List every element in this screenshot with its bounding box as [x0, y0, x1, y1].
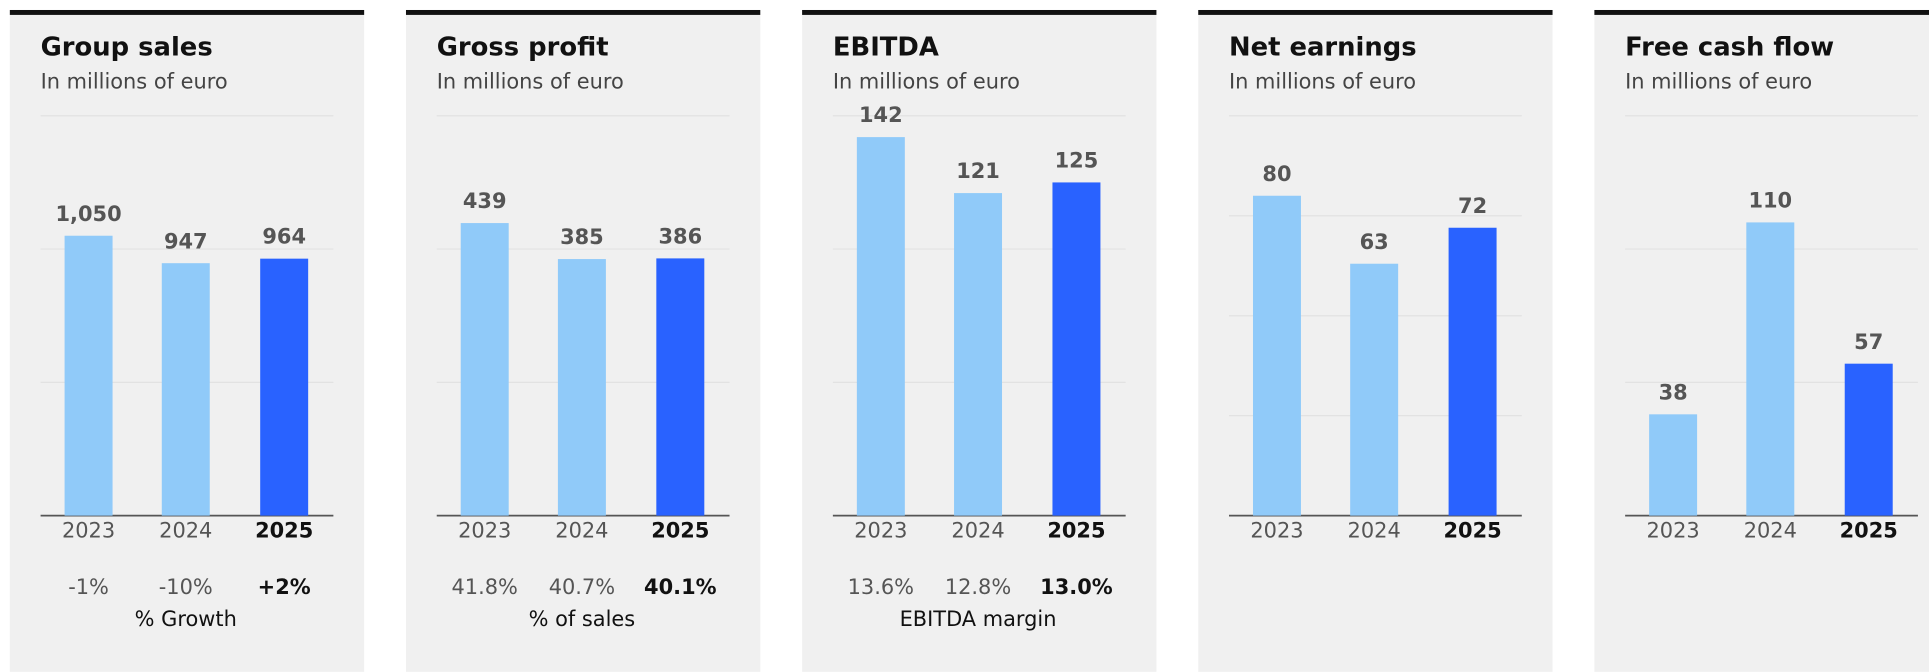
x-tick-label: 2024	[555, 519, 608, 543]
bar	[1844, 363, 1893, 516]
value-label: 1,050	[56, 202, 122, 226]
footer-value: 12.8%	[945, 575, 1011, 599]
x-tick-label: 2023	[458, 519, 511, 543]
x-tick-label: 2025	[1443, 519, 1501, 543]
value-label: 386	[658, 224, 702, 248]
value-label: 125	[1055, 149, 1099, 173]
chart-subtitle: In millions of euro	[1229, 70, 1416, 94]
bar	[1252, 195, 1301, 516]
chart-title: Net earnings	[1229, 33, 1417, 63]
x-tick-label: 2023	[1250, 519, 1303, 543]
bar	[1350, 263, 1399, 516]
footer-value: +2%	[258, 575, 311, 599]
panel-top-rule	[9, 9, 365, 15]
x-tick-label: 2025	[1047, 519, 1105, 543]
x-tick-label: 2023	[62, 519, 115, 543]
footer-value: 13.6%	[848, 575, 914, 599]
bar	[161, 263, 210, 516]
chart-title: EBITDA	[833, 33, 939, 63]
footer-value: -1%	[68, 575, 109, 599]
x-tick-label: 2025	[1840, 519, 1898, 543]
panel-top-rule	[1198, 9, 1553, 15]
x-tick-label: 2023	[1647, 519, 1700, 543]
bar	[1448, 227, 1497, 516]
bar	[1746, 222, 1795, 516]
footer-value: 41.8%	[451, 575, 517, 599]
chart-title: Free cash flow	[1625, 33, 1834, 63]
value-label: 964	[262, 225, 306, 249]
footer-value: 13.0%	[1040, 575, 1113, 599]
x-tick-label: 2025	[255, 519, 313, 543]
x-tick-label: 2024	[1744, 519, 1797, 543]
x-tick-label: 2024	[159, 519, 212, 543]
x-tick-label: 2024	[951, 519, 1004, 543]
value-label: 57	[1854, 330, 1883, 354]
x-tick-label: 2023	[854, 519, 907, 543]
x-tick-label: 2024	[1348, 519, 1401, 543]
chart-title: Group sales	[41, 33, 213, 63]
bar	[656, 258, 705, 516]
footer-label: % Growth	[135, 607, 237, 631]
bar	[460, 223, 509, 516]
footer-label: % of sales	[529, 607, 636, 631]
value-label: 439	[463, 189, 507, 213]
value-label: 110	[1748, 188, 1792, 212]
panel-top-rule	[1594, 9, 1929, 15]
value-label: 72	[1458, 194, 1487, 218]
value-label: 121	[956, 159, 1000, 183]
value-label: 947	[164, 229, 208, 253]
panel-top-rule	[802, 9, 1157, 15]
chart-subtitle: In millions of euro	[437, 70, 624, 94]
chart-title: Gross profit	[437, 33, 609, 63]
bar	[557, 259, 606, 516]
panel-top-rule	[405, 9, 761, 15]
bar	[1649, 414, 1698, 516]
value-label: 80	[1262, 162, 1291, 186]
bar	[260, 258, 309, 516]
footer-value: 40.7%	[549, 575, 615, 599]
chart-subtitle: In millions of euro	[1625, 70, 1812, 94]
x-tick-label: 2025	[651, 519, 709, 543]
bar	[64, 235, 113, 516]
footer-label: EBITDA margin	[900, 607, 1057, 631]
value-label: 385	[560, 225, 604, 249]
bar	[1052, 182, 1101, 516]
footer-value: 40.1%	[644, 575, 717, 599]
chart-subtitle: In millions of euro	[833, 70, 1020, 94]
value-label: 142	[859, 103, 903, 127]
footer-value: -10%	[159, 575, 213, 599]
bar	[954, 193, 1003, 516]
chart-subtitle: In millions of euro	[41, 70, 228, 94]
value-label: 38	[1659, 380, 1688, 404]
value-label: 63	[1360, 230, 1389, 254]
bar	[856, 137, 905, 516]
